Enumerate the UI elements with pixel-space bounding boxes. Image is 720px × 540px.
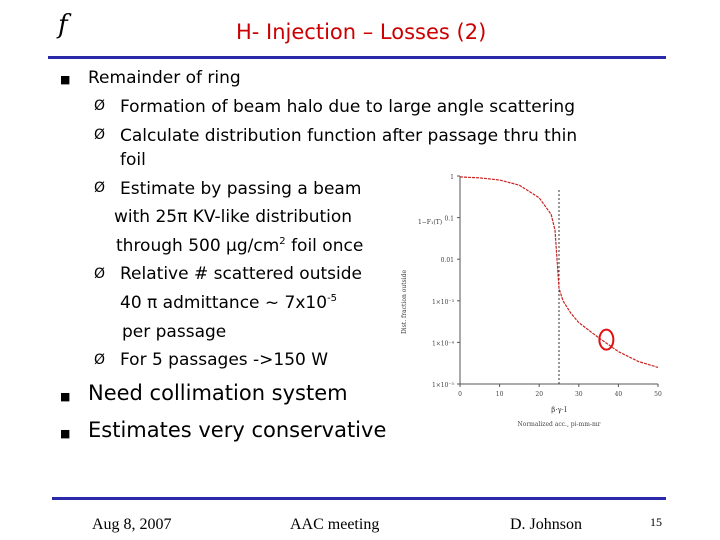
footer-rule	[52, 497, 666, 500]
sub-bullet-distribution-cont: foil	[120, 150, 146, 170]
x-tick-label: 0	[458, 391, 462, 398]
sub-bullet-relative: Relative # scattered outside	[120, 264, 362, 284]
distribution-curve	[459, 176, 659, 368]
foil-thickness-text: through 500 µg/cm	[116, 236, 280, 256]
arrow-marker: Ø	[94, 266, 106, 282]
footer-meeting: AAC meeting	[290, 516, 380, 533]
sub-bullet-estimate: Estimate by passing a beam	[120, 179, 362, 199]
institution-logo: f	[58, 10, 68, 40]
bullet-marker: ■	[60, 73, 71, 86]
bullet-need-collimation: Need collimation system	[88, 381, 348, 405]
y-tick-label: 0.1	[444, 216, 454, 223]
bullet-remainder-of-ring: Remainder of ring	[88, 68, 241, 88]
x-tick-label: 30	[575, 391, 583, 398]
x-tick-label: 20	[535, 391, 543, 398]
y-axis-symbol: 1−F₁(T)	[418, 219, 442, 226]
bullet-marker: ■	[60, 390, 71, 403]
x-tick-label: 50	[654, 391, 662, 398]
superscript: -5	[327, 293, 338, 304]
scattering-distribution-chart: 1 0.1 0.01 1×10⁻³ 1×10⁻⁴ 1×10⁻⁵0 10 20 30 40 50 Dis…	[401, 174, 662, 428]
sub-bullet-five-passages: For 5 passages ->150 W	[120, 350, 329, 370]
page-number: 15	[650, 515, 662, 529]
arrow-marker: Ø	[94, 127, 106, 143]
footer-author: D. Johnson	[510, 516, 583, 533]
x-tick-label: 10	[496, 391, 504, 398]
x-axis-label: β·γ·I	[551, 406, 567, 414]
y-tick-label: 1	[450, 174, 454, 181]
admittance-text: 40 π admittance ~ 7x10	[120, 293, 328, 313]
bullet-conservative: Estimates very conservative	[88, 418, 387, 442]
foil-once-text: foil once	[285, 236, 364, 256]
y-tick-label: 1×10⁻⁴	[432, 340, 455, 347]
superscript: 2	[279, 236, 286, 247]
y-tick-label: 0.01	[441, 257, 454, 264]
x-axis-sublabel: Normalized acc., pi-mm-mr	[517, 421, 600, 428]
y-axis-label: Dist. fraction outside	[401, 269, 408, 334]
footer-date: Aug 8, 2007	[92, 516, 172, 533]
sub-bullet-halo: Formation of beam halo due to large angl…	[120, 97, 575, 117]
arrow-marker: Ø	[94, 352, 106, 368]
sub-bullet-estimate-cont2: through 500 µg/cm2 foil once	[116, 236, 363, 256]
bullet-marker: ■	[60, 427, 71, 440]
highlight-circle	[598, 328, 615, 351]
sub-bullet-relative-cont2: per passage	[122, 322, 227, 342]
arrow-marker: Ø	[94, 180, 106, 196]
sub-bullet-estimate-cont1: with 25π KV-like distribution	[114, 207, 353, 227]
y-tick-label: 1×10⁻⁵	[432, 382, 455, 389]
sub-bullet-relative-cont1: 40 π admittance ~ 7x10-5	[120, 293, 337, 313]
x-tick-label: 40	[615, 391, 623, 398]
sub-bullet-distribution: Calculate distribution function after pa…	[120, 126, 578, 146]
y-tick-label: 1×10⁻³	[432, 299, 455, 306]
title-rule	[48, 56, 666, 59]
arrow-marker: Ø	[94, 98, 106, 114]
slide-title: H- Injection – Losses (2)	[236, 20, 487, 44]
